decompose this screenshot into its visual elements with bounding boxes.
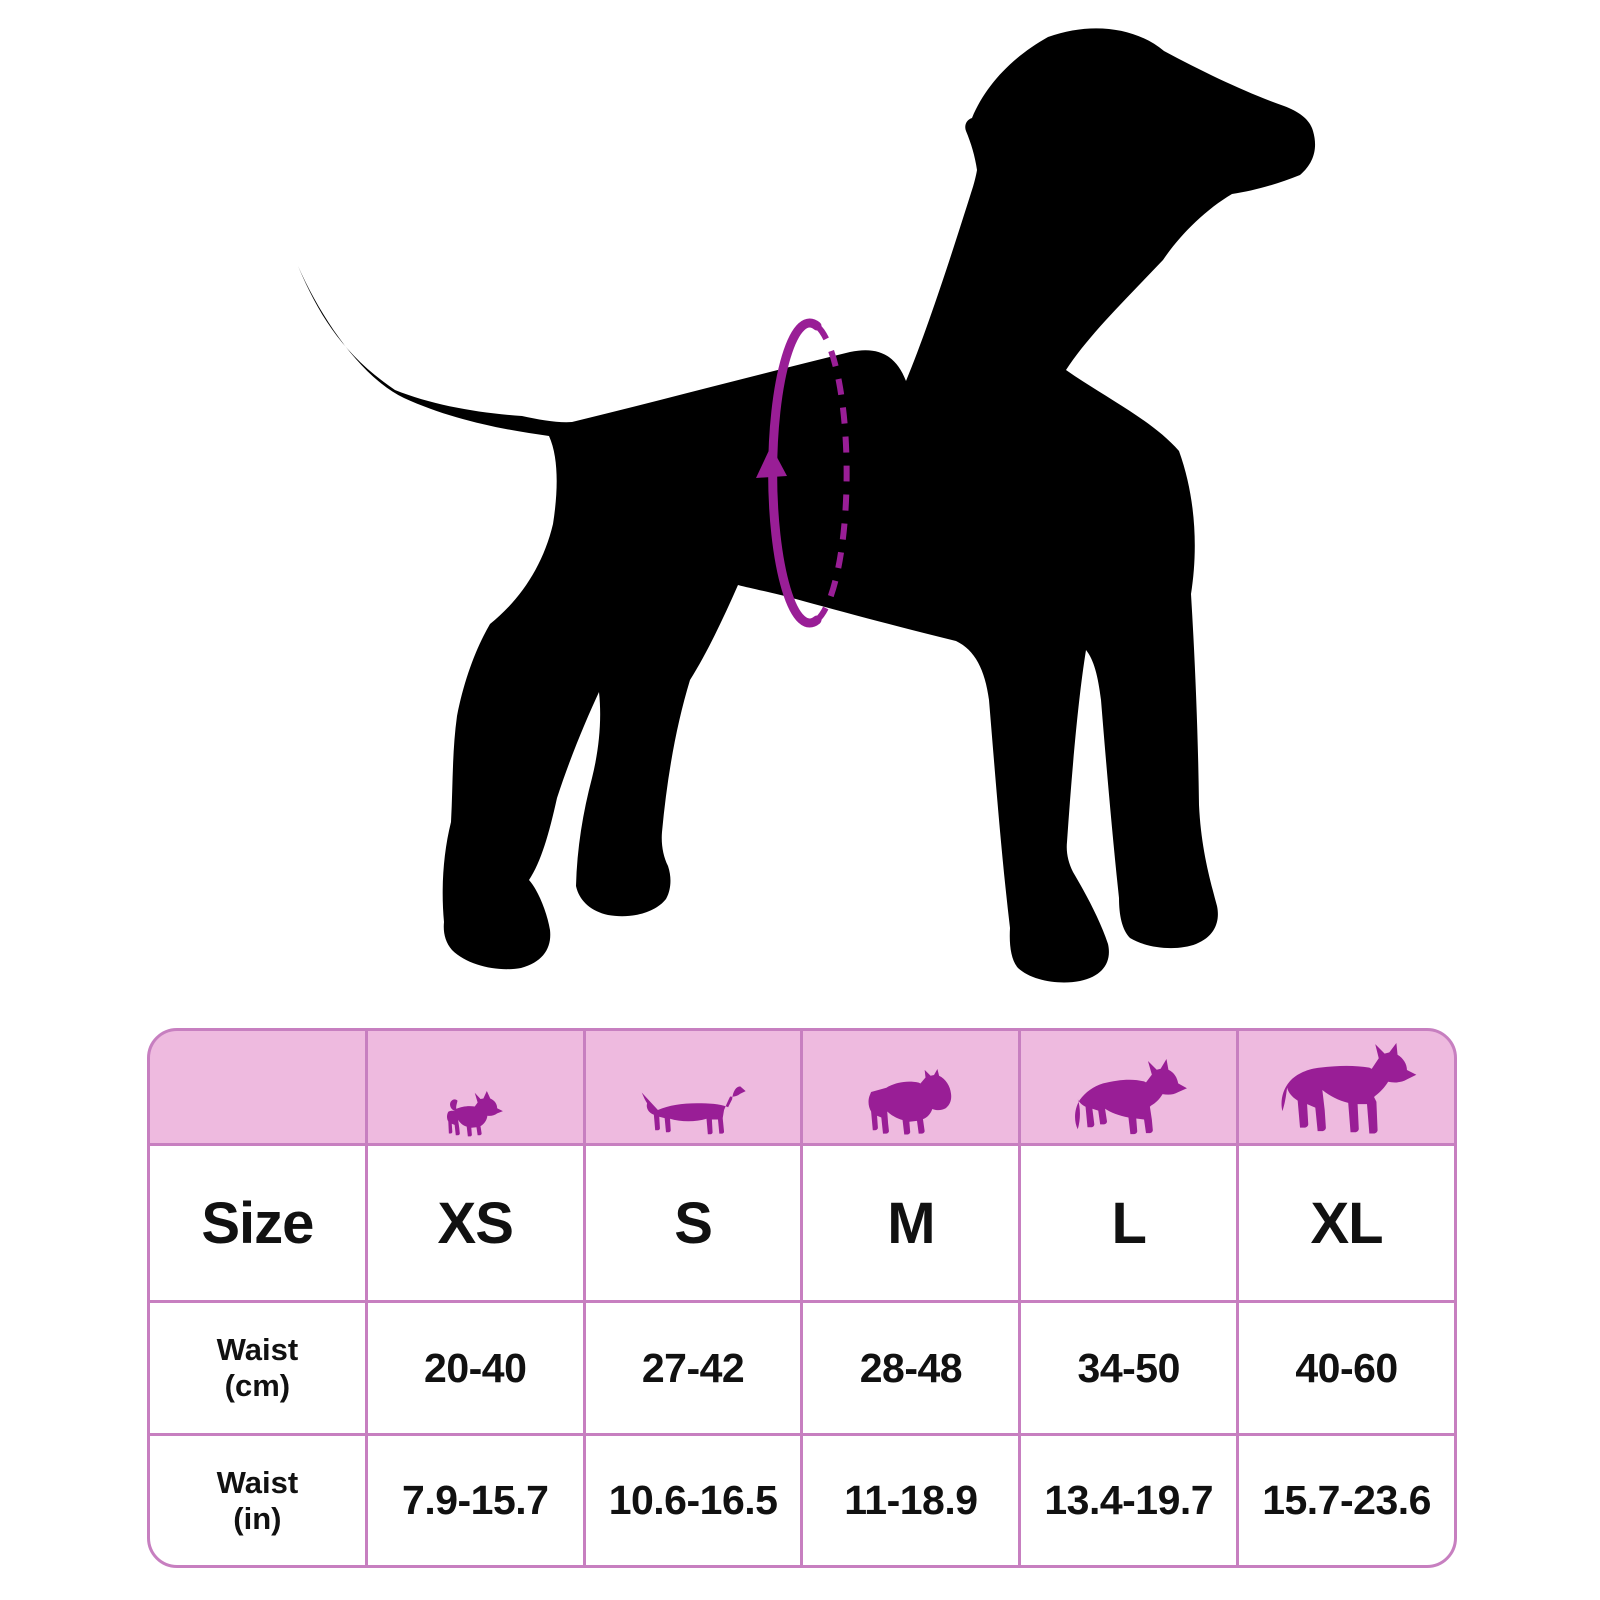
size-value-m: M — [803, 1146, 1019, 1300]
table-corner-cell — [150, 1031, 365, 1143]
waist-cm-s: 27-42 — [585, 1303, 801, 1433]
waist-in-label-unit: (in) — [233, 1500, 282, 1536]
dog-silhouette — [298, 28, 1316, 983]
waist-in-s: 10.6-16.5 — [585, 1436, 801, 1565]
size-value-xs: XS — [367, 1146, 583, 1300]
waist-in-xl: 15.7-23.6 — [1239, 1436, 1454, 1565]
waist-cm-l: 34-50 — [1021, 1303, 1237, 1433]
size-value-l: L — [1021, 1146, 1237, 1300]
waist-in-label-word: Waist — [216, 1464, 299, 1500]
great-dane-icon — [1281, 1043, 1417, 1134]
column-header-s — [585, 1031, 801, 1143]
waist-cm-label-word: Waist — [216, 1332, 299, 1368]
chihuahua-icon — [447, 1091, 504, 1137]
row-label-waist-in: Waist (in) — [150, 1436, 365, 1565]
column-header-xl — [1239, 1031, 1454, 1143]
waist-band-dashed-arc — [815, 323, 850, 623]
german-shepherd-icon — [1074, 1059, 1187, 1135]
column-header-m — [803, 1031, 1019, 1143]
dog-waist-diagram — [298, 28, 1316, 983]
column-header-l — [1021, 1031, 1237, 1143]
size-value-s: S — [585, 1146, 801, 1300]
size-value-xl: XL — [1239, 1146, 1454, 1300]
row-label-size: Size — [150, 1146, 365, 1300]
waist-cm-xl: 40-60 — [1239, 1303, 1454, 1433]
bull-terrier-icon — [868, 1069, 952, 1135]
waist-band-arrow-icon — [756, 446, 787, 478]
waist-cm-label-unit: (cm) — [224, 1368, 291, 1403]
waist-cm-xs: 20-40 — [367, 1303, 583, 1433]
row-label-waist-cm: Waist (cm) — [150, 1303, 365, 1433]
dachshund-icon — [641, 1086, 746, 1135]
waist-in-xs: 7.9-15.7 — [367, 1436, 583, 1565]
waist-in-l: 13.4-19.7 — [1021, 1436, 1237, 1565]
waist-in-m: 11-18.9 — [803, 1436, 1019, 1565]
column-header-xs — [367, 1031, 583, 1143]
size-table: Size XS S M L XL Waist (cm) 20-40 27-42 … — [147, 1028, 1457, 1568]
waist-cm-m: 28-48 — [803, 1303, 1019, 1433]
